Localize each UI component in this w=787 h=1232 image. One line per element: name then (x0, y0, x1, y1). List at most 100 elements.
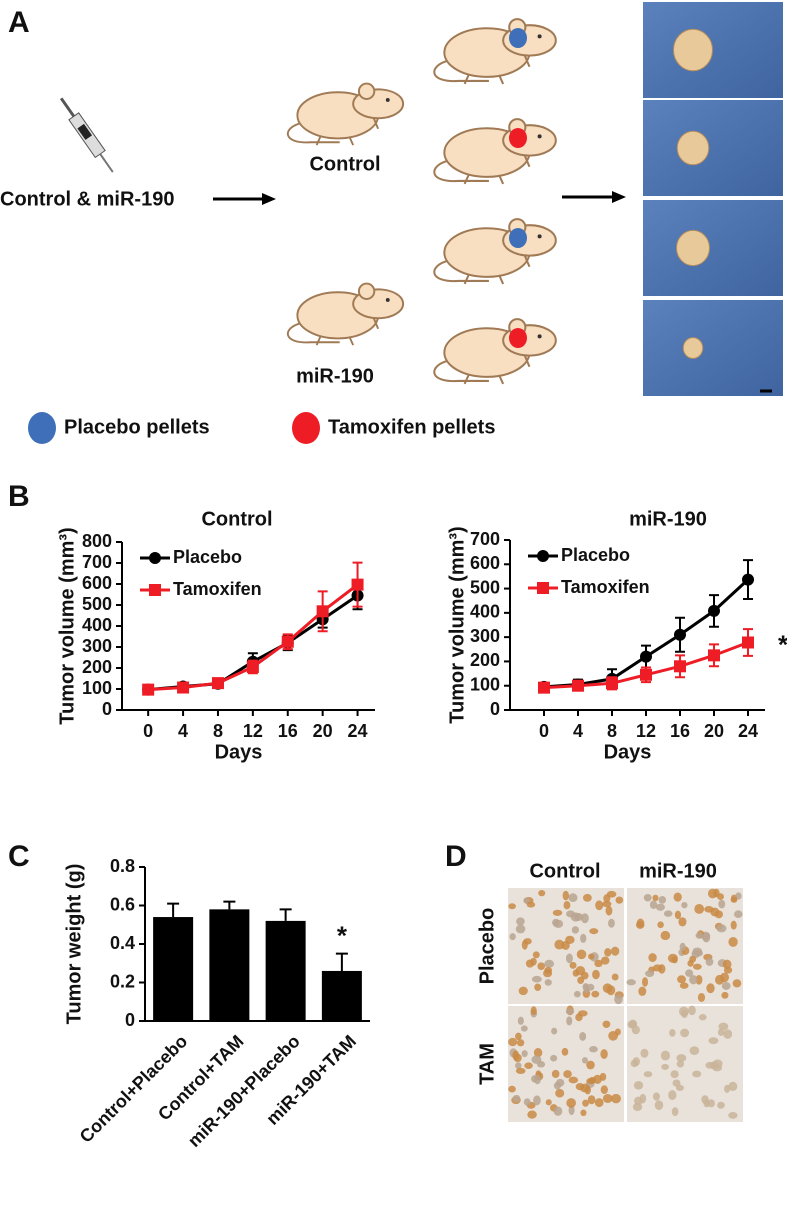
tumor (676, 229, 710, 267)
cell (652, 894, 659, 902)
cell (652, 1092, 660, 1101)
rat (433, 18, 557, 85)
legend-swatch (28, 412, 56, 444)
cell (568, 1076, 579, 1084)
cell (610, 946, 620, 956)
cell (676, 1054, 687, 1062)
annotation: * (778, 629, 787, 659)
cell (538, 889, 546, 897)
cell (521, 1050, 528, 1058)
cell (611, 1093, 621, 1104)
column-label: miR-190 (639, 860, 717, 882)
pellet (509, 28, 527, 48)
legend-label: Tamoxifen (173, 579, 262, 599)
y-tick-label: 200 (470, 650, 500, 670)
cell (531, 1055, 542, 1064)
cell (552, 918, 560, 927)
y-tick-label: 700 (470, 529, 500, 549)
cell (733, 910, 743, 919)
cell (512, 1094, 521, 1103)
cell (580, 1109, 587, 1117)
cell (512, 1050, 520, 1061)
cell (687, 960, 694, 967)
tumor-photos (643, 2, 783, 396)
cell (515, 1062, 522, 1070)
bar (321, 970, 362, 1021)
cell (580, 913, 589, 924)
chart-title: Control (201, 508, 272, 530)
cell (576, 949, 587, 960)
cell (705, 957, 714, 966)
cell (573, 990, 581, 998)
cell (520, 1025, 528, 1032)
marker (351, 578, 364, 591)
cell (672, 1079, 681, 1087)
cell (521, 940, 528, 950)
cell (566, 1098, 576, 1108)
cell (591, 990, 600, 998)
marker (142, 683, 155, 696)
cell (580, 933, 587, 943)
y-tick-label: 100 (470, 674, 500, 694)
cell (530, 1006, 537, 1016)
cell (685, 969, 694, 977)
cell (677, 975, 686, 984)
tumor (682, 337, 704, 359)
error-bar (279, 908, 292, 921)
y-tick-label: 100 (82, 678, 112, 698)
cell (565, 953, 573, 964)
cell (717, 1101, 725, 1109)
cell (641, 977, 649, 987)
x-axis-label: Days (215, 741, 263, 763)
rat (433, 318, 557, 385)
marker (674, 660, 686, 673)
cell (592, 969, 600, 980)
cell (600, 956, 610, 965)
cell (588, 1076, 596, 1084)
legend-marker (149, 584, 161, 596)
cell (645, 970, 655, 978)
cell (582, 983, 589, 991)
cell (594, 959, 603, 968)
cell (649, 900, 658, 910)
column-label: Control (529, 860, 600, 882)
arrow (562, 191, 626, 203)
cell (524, 1062, 533, 1069)
cell (550, 1054, 558, 1062)
cell (712, 1064, 723, 1072)
y-tick-label: 0 (125, 1010, 135, 1030)
error-bar (223, 900, 236, 910)
x-tick-label: Control+Placebo (76, 1031, 192, 1147)
legend-marker (537, 582, 549, 594)
cell (555, 1078, 565, 1087)
cell (640, 1048, 649, 1058)
cell (518, 986, 528, 996)
panel-label: D (445, 840, 467, 873)
panel-label: C (8, 840, 30, 873)
cell (670, 1070, 679, 1079)
cell (676, 1060, 685, 1068)
cell (715, 974, 725, 985)
injection-label: Control & miR-190 (0, 188, 174, 210)
marker (316, 605, 329, 618)
x-tick-label: 20 (313, 721, 333, 741)
rat (433, 218, 557, 285)
cell (730, 896, 738, 903)
cell (632, 1102, 643, 1112)
cell (698, 1014, 707, 1021)
cell (516, 1039, 525, 1047)
cell (658, 896, 667, 904)
cell (566, 1016, 573, 1026)
y-axis-label: Tumor weight (g) (63, 864, 85, 1025)
x-tick-label: 8 (607, 721, 617, 741)
cell (707, 1099, 715, 1108)
cell (718, 1022, 729, 1031)
cell (568, 1105, 575, 1116)
cell (675, 1084, 684, 1091)
annotation: * (337, 921, 348, 951)
cell (554, 939, 565, 950)
chart-title: miR-190 (629, 508, 707, 530)
cell (533, 1095, 541, 1106)
legend-label: Placebo (561, 545, 630, 565)
